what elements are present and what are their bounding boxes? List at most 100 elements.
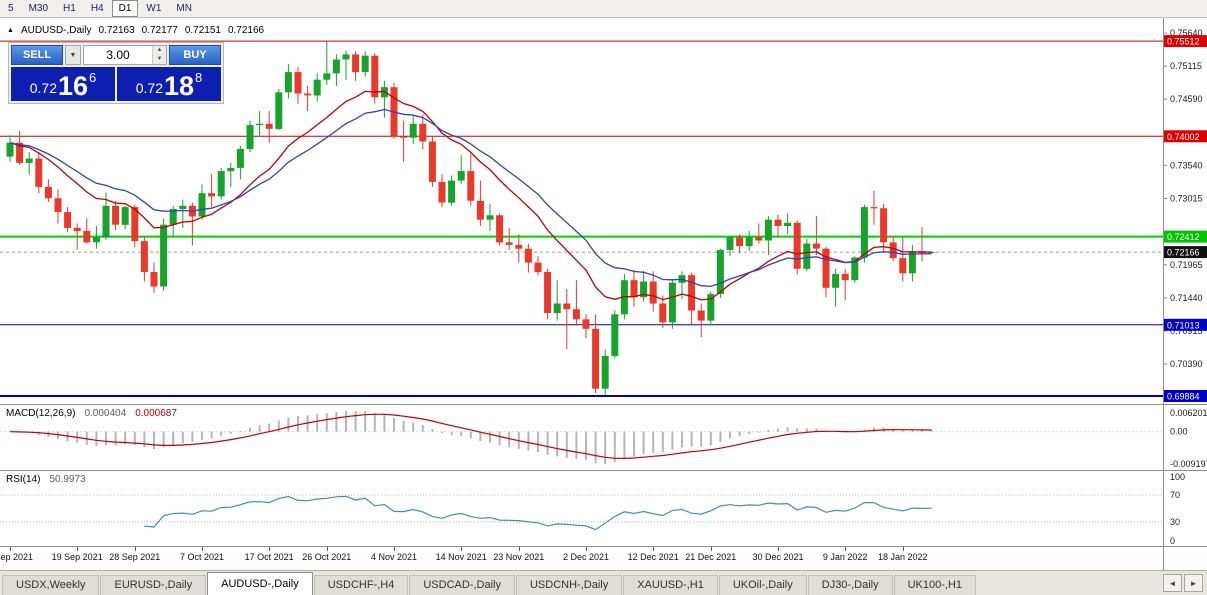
date-axis-label: 21 Dec 2021: [685, 552, 737, 562]
candle-body: [534, 262, 542, 273]
candle-body: [352, 54, 360, 73]
timeframe-button-w1[interactable]: W1: [146, 3, 162, 14]
timeframe-button-h1[interactable]: H1: [63, 3, 76, 14]
tab-audusd-daily[interactable]: AUDUSD-,Daily: [207, 572, 313, 595]
tab-scroll-right-icon[interactable]: ►: [1184, 574, 1203, 592]
price-chart-canvas[interactable]: 0.75640 0.75115 0.74590 0.73540 0.73015 0.719…: [0, 18, 1207, 404]
tab-usdcad-daily[interactable]: USDCAD-,Daily: [409, 575, 515, 595]
volume-field[interactable]: 3.00 ▲ ▼: [83, 45, 167, 65]
tab-xauusd-h1[interactable]: XAUUSD-,H1: [623, 575, 718, 595]
ma-slow-line: [9, 108, 932, 288]
price-badge-label: 0.75512: [1167, 37, 1200, 47]
tab-ukoil-daily[interactable]: UKOil-,Daily: [718, 575, 807, 595]
candle-body: [102, 205, 110, 238]
candle-body: [649, 281, 657, 304]
price-axis-label: 0.75640: [1170, 28, 1203, 38]
candle-body: [284, 72, 292, 93]
date-axis[interactable]: 9 Sep 2021 19 Sep 2021 28 Sep 2021 7 Oct 20…: [0, 546, 1207, 571]
candle-body: [553, 303, 561, 313]
timeframe-button-h4[interactable]: H4: [90, 3, 104, 14]
axis-separator: [1163, 547, 1164, 571]
volume-dropdown-button[interactable]: ▼: [65, 45, 81, 65]
timeframe-toolbar: 5 M30 H1 H4 D1 W1 MN: [0, 0, 1207, 18]
tab-usdx-weekly[interactable]: USDX,Weekly: [2, 575, 100, 595]
tab-dj30-daily[interactable]: DJ30-,Daily: [807, 575, 893, 595]
macd-indicator-panel[interactable]: MACD(12,26,9) 0.000404 0.000687 0.006201…: [0, 404, 1207, 470]
rsi-indicator-panel[interactable]: RSI(14) 50.9973 100 70 30 0: [0, 470, 1207, 546]
timeframe-button-mn[interactable]: MN: [176, 3, 192, 14]
candle-body: [198, 193, 206, 217]
tab-eurusd-daily[interactable]: EURUSD-,Daily: [100, 575, 207, 595]
candle-body: [908, 251, 916, 274]
candle-body: [736, 237, 744, 247]
candle-body: [112, 205, 120, 225]
price-axis-label: 0.70390: [1170, 359, 1203, 369]
candle-body: [486, 215, 494, 220]
date-axis-label: 12 Dec 2021: [627, 552, 679, 562]
price-badge-bg: [1164, 35, 1207, 48]
buy-price-display[interactable]: 0.72 18 8: [117, 67, 221, 101]
candle-body: [572, 309, 580, 320]
date-axis-label: 2 Dec 2021: [562, 552, 610, 562]
stepper-down-icon[interactable]: ▼: [153, 55, 166, 64]
candle-body: [169, 209, 177, 225]
candle-body: [227, 168, 235, 172]
sell-price-point: 6: [89, 70, 97, 85]
timeframe-button-d1[interactable]: D1: [111, 0, 139, 17]
tab-uk100-h1[interactable]: UK100-,H1: [893, 575, 977, 595]
candle-body: [640, 281, 648, 298]
rsi-canvas[interactable]: 100 70 30 0: [0, 471, 1207, 546]
timeframe-button-m5[interactable]: 5: [8, 3, 14, 14]
candle-body: [803, 243, 811, 269]
tab-usdchf-h4[interactable]: USDCHF-,H4: [313, 575, 409, 595]
macd-main-value: 0.000404: [84, 408, 127, 419]
date-tick-mark: [326, 547, 328, 551]
candle-body: [457, 171, 465, 181]
candle-body: [332, 59, 340, 74]
stepper-up-icon[interactable]: ▲: [153, 46, 166, 55]
candle-body: [899, 258, 907, 274]
date-axis-label: 23 Nov 2021: [493, 552, 545, 562]
chevron-down-icon: ▼: [69, 51, 77, 59]
one-click-trading-panel: SELL ▼ 3.00 ▲ ▼ BUY 0.72 16 6: [8, 42, 224, 104]
buy-button[interactable]: BUY: [169, 45, 221, 65]
candle-body: [774, 219, 782, 226]
date-tick-mark: [845, 547, 847, 551]
candle-body: [179, 205, 187, 209]
candle-body: [659, 303, 667, 323]
candle-body: [371, 55, 379, 98]
candle-body: [832, 273, 840, 288]
candle-body: [544, 272, 552, 313]
candle-body: [217, 171, 225, 197]
price-badge-bg: [1164, 230, 1207, 243]
macd-signal-line: [9, 413, 932, 460]
tab-usdcnh-daily[interactable]: USDCNH-,Daily: [515, 575, 623, 595]
date-axis-label: 9 Jan 2022: [822, 552, 868, 562]
candle-body: [121, 207, 129, 225]
sell-price-display[interactable]: 0.72 16 6: [11, 67, 115, 101]
candle-body: [582, 319, 590, 329]
price-chart-panel[interactable]: 0.75640 0.75115 0.74590 0.73540 0.73015 0.719…: [0, 18, 1207, 404]
tab-scroll-left-icon[interactable]: ◄: [1163, 574, 1182, 592]
candle-body: [668, 282, 676, 323]
candle-body: [428, 141, 436, 182]
rsi-label: RSI(14): [6, 474, 41, 485]
sell-button[interactable]: SELL: [11, 45, 63, 65]
date-tick-mark: [461, 547, 463, 551]
tab-scroll-buttons: ◄ ►: [1163, 574, 1207, 595]
macd-axis-label: -0.009197: [1170, 459, 1207, 469]
date-tick-mark: [394, 547, 395, 551]
candle-body: [467, 171, 475, 201]
candle-body: [400, 136, 408, 138]
candle-body: [304, 93, 312, 96]
volume-stepper[interactable]: ▲ ▼: [152, 46, 166, 64]
price-badge-label: 0.71013: [1167, 320, 1200, 330]
candle-body: [764, 219, 772, 241]
candle-body: [860, 207, 868, 258]
timeframe-button-m30[interactable]: M30: [28, 3, 49, 14]
macd-canvas[interactable]: 0.006201 0.00 -0.009197: [0, 405, 1207, 470]
candle-body: [44, 186, 52, 199]
date-tick-mark: [778, 547, 779, 551]
volume-input[interactable]: 3.00: [106, 48, 130, 62]
